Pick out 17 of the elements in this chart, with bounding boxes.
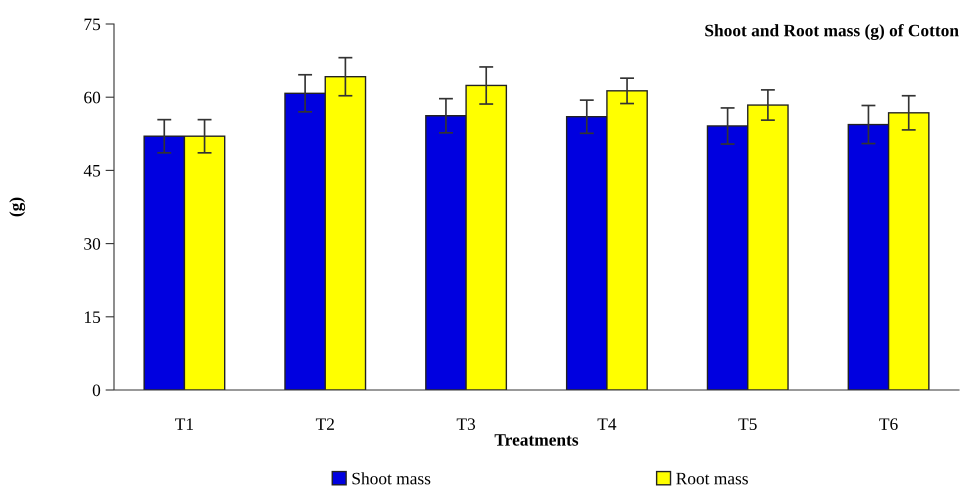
x-axis-title: Treatments xyxy=(494,434,578,446)
y-tick-label: 30 xyxy=(84,238,100,250)
y-tick-label: 15 xyxy=(84,311,100,323)
x-tick-label: T5 xyxy=(738,418,757,430)
legend-label: Shoot mass xyxy=(352,472,430,484)
y-axis-title: (g) xyxy=(9,198,26,216)
y-tick-label: 0 xyxy=(92,384,100,396)
x-tick-label: T4 xyxy=(598,418,616,430)
x-tick-label: T1 xyxy=(175,418,194,430)
y-tick-label: 75 xyxy=(84,18,100,30)
chart-title: Shoot and Root mass (g) of Cotton xyxy=(705,24,959,40)
x-tick-label: T3 xyxy=(456,418,476,430)
legend-label: Root mass xyxy=(676,472,748,484)
y-tick-label: 60 xyxy=(84,92,100,104)
y-tick-label: 45 xyxy=(84,164,100,177)
x-tick-label: T2 xyxy=(316,418,334,430)
x-tick-label: T6 xyxy=(879,418,898,430)
